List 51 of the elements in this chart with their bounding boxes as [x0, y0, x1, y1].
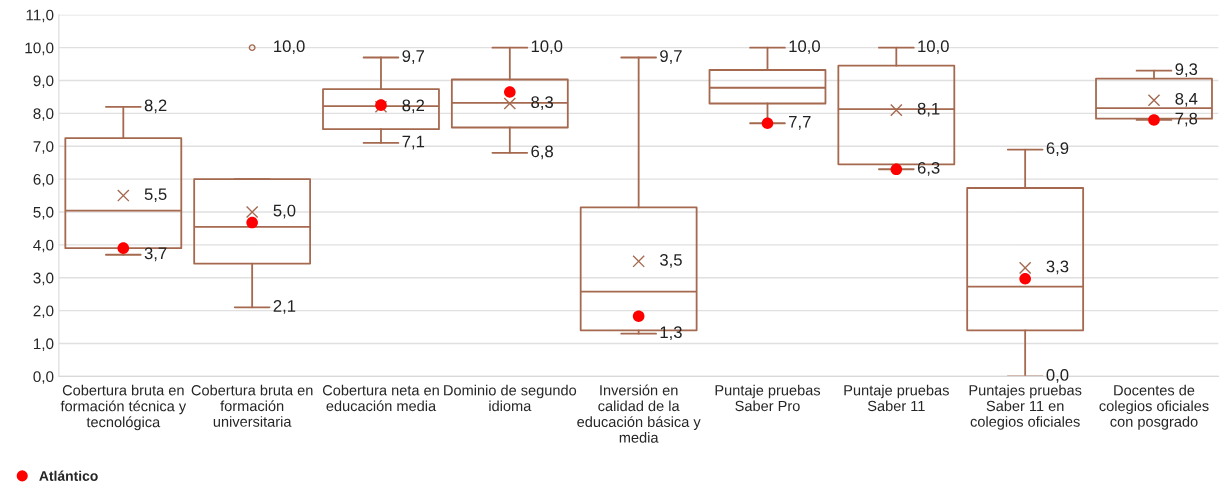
annotation: 5,5: [144, 188, 167, 203]
point: [246, 216, 258, 229]
annotation: 10,0: [789, 40, 820, 55]
annotation: 3,5: [660, 253, 682, 268]
x-tick-label: Cobertura neta en educación media: [322, 384, 439, 412]
annotation: 5,0: [273, 204, 296, 219]
point: [504, 86, 516, 98]
annotation: 3,7: [144, 247, 167, 262]
point: [1019, 272, 1031, 285]
y-tick-label: 10,0: [25, 42, 54, 56]
annotation: 3,3: [1046, 260, 1069, 275]
annotation: 9,7: [660, 50, 682, 64]
y-tick-label: 9,0: [33, 75, 54, 88]
x-tick-label: Puntaje pruebas Saber 11: [844, 384, 949, 412]
annotation: 6,8: [531, 145, 553, 160]
x-tick-label: Dominio de segundo idioma: [444, 384, 577, 412]
annotation: 8,2: [144, 99, 167, 114]
annotation: 6,3: [917, 161, 940, 176]
x-tick-label: Puntajes pruebas Saber 11 en colegios oficiales: [969, 384, 1082, 430]
point: [632, 310, 645, 323]
y-tick-label: 11,0: [26, 9, 54, 23]
annotation: 0,0: [1046, 369, 1069, 383]
annotation: 7,7: [789, 116, 811, 130]
point: [117, 242, 130, 254]
y-tick-label: 8,0: [33, 108, 54, 121]
y-tick-label: 6,0: [33, 174, 54, 187]
annotation: 10,0: [531, 40, 563, 55]
annotation: 9,3: [1175, 63, 1198, 78]
y-tick-label: 2,0: [33, 305, 54, 319]
annotation: 9,7: [402, 50, 425, 64]
legend-label: Atlántico: [39, 470, 98, 481]
x-tick-label: Cobertura bruta en formación técnica y tecnológica: [60, 384, 187, 431]
point: [890, 163, 903, 176]
x-tick-label: Puntaje pruebas Saber Pro: [715, 384, 821, 412]
annotation: 7,1: [402, 135, 425, 150]
annotation: 8,4: [1175, 92, 1198, 107]
annotation: 10,0: [274, 40, 305, 55]
y-tick-label: 7,0: [33, 141, 54, 154]
y-tick-label: 1,0: [33, 338, 54, 351]
y-tick-label: 0,0: [33, 371, 54, 384]
point: [761, 117, 774, 130]
point: [1148, 114, 1160, 126]
y-tick-label: 5,0: [33, 206, 54, 220]
y-tick-label: 3,0: [33, 272, 54, 286]
y-tick-label: 4,0: [33, 239, 54, 253]
x-tick-label: Inversión en calidad de la educación básica y media: [577, 384, 701, 443]
annotation: 10,0: [918, 40, 949, 55]
annotation: 6,9: [1046, 142, 1069, 156]
annotation: 2,1: [273, 300, 296, 314]
x-tick-label: Docentes de colegios oficiales con posgrado: [1099, 384, 1209, 430]
x-tick-label: Cobertura bruta en formación universitaria: [191, 384, 313, 427]
